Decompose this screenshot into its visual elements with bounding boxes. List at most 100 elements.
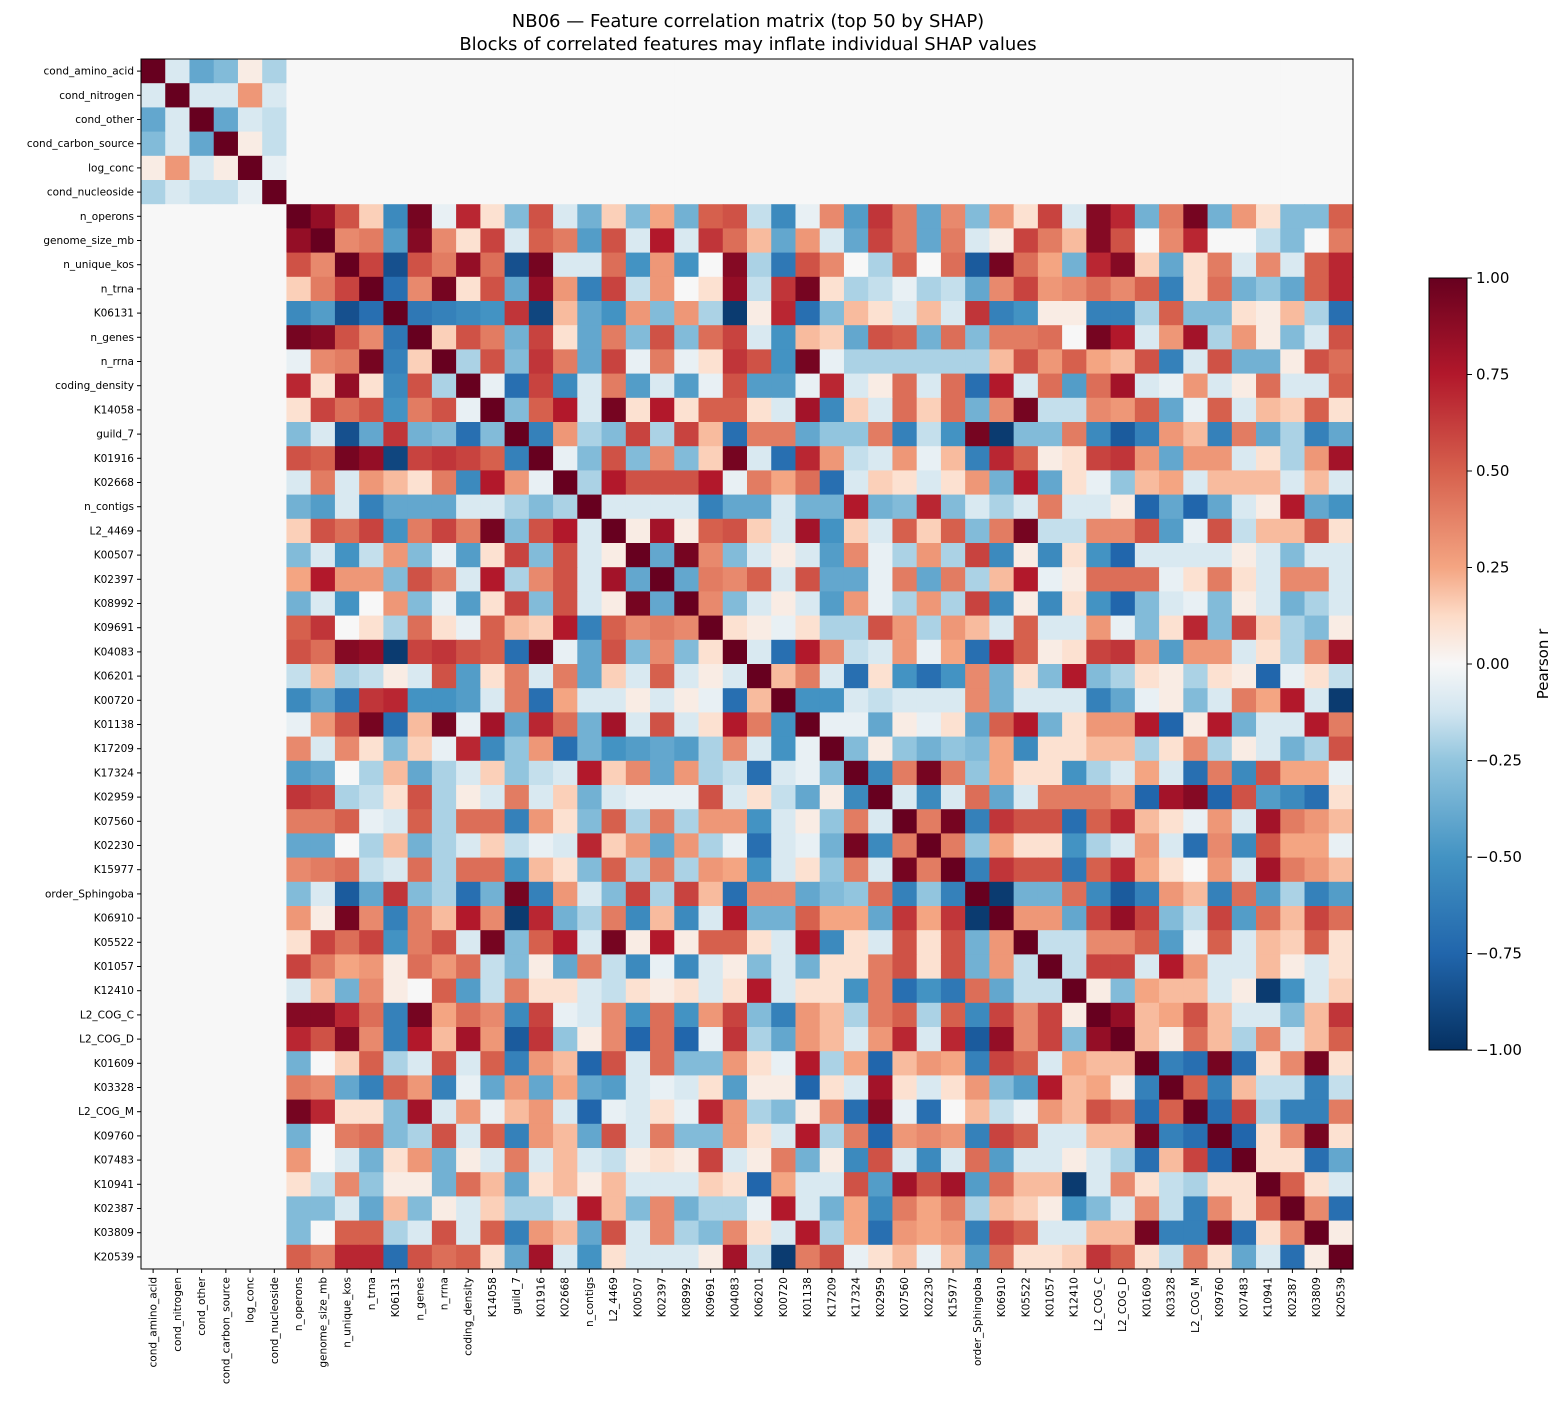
heatmap-cell	[1086, 59, 1112, 84]
heatmap-cell	[431, 1196, 457, 1222]
heatmap-cell	[528, 930, 554, 955]
heatmap-cell	[553, 712, 578, 738]
heatmap-cell	[407, 857, 433, 883]
heatmap-cell	[213, 615, 239, 641]
heatmap-cell	[431, 906, 457, 931]
heatmap-cell	[1231, 1123, 1257, 1149]
heatmap-cell	[213, 857, 239, 883]
heatmap-cell	[965, 107, 990, 133]
heatmap-cell	[334, 688, 360, 713]
heatmap-cell	[916, 518, 942, 544]
heatmap-cell	[480, 954, 506, 980]
heatmap-cell	[141, 978, 166, 1004]
heatmap-cell	[674, 1075, 700, 1101]
heatmap-cell	[286, 1172, 312, 1197]
heatmap-cell	[504, 567, 530, 592]
heatmap-cell	[407, 688, 433, 713]
y-tick-label: cond_nitrogen	[59, 90, 134, 102]
heatmap-cell	[1110, 567, 1136, 592]
heatmap-cell	[892, 664, 918, 689]
heatmap-cell	[1328, 906, 1354, 931]
heatmap-cell	[334, 1051, 360, 1076]
heatmap-cell	[1013, 978, 1039, 1004]
heatmap-cell	[359, 131, 384, 157]
heatmap-cell	[1231, 664, 1257, 689]
heatmap-cell	[237, 397, 263, 423]
heatmap-cell	[940, 954, 966, 980]
heatmap-cell	[286, 373, 312, 399]
heatmap-cell	[1328, 1244, 1354, 1270]
heatmap-cell	[1134, 204, 1160, 229]
heatmap-cell	[1110, 180, 1136, 205]
heatmap-cell	[1231, 857, 1257, 883]
heatmap-cell	[916, 1075, 942, 1101]
heatmap-cell	[1110, 591, 1136, 617]
heatmap-cell	[577, 954, 603, 980]
heatmap-cell	[286, 615, 312, 641]
heatmap-cell	[747, 325, 772, 350]
heatmap-cell	[650, 494, 675, 520]
heatmap-cell	[189, 712, 215, 738]
heatmap-cell	[1013, 155, 1039, 181]
heatmap-cell	[1280, 712, 1306, 738]
heatmap-cell	[1231, 446, 1257, 471]
y-axis-ticks: cond_amino_acidcond_nitrogencond_otherco…	[27, 66, 141, 1263]
heatmap-cell	[625, 712, 651, 738]
heatmap-cell	[916, 204, 942, 229]
heatmap-cell	[237, 712, 263, 738]
heatmap-cell	[698, 155, 724, 181]
heatmap-cell	[141, 397, 166, 423]
heatmap-cell	[819, 857, 845, 883]
heatmap-cell	[892, 1172, 918, 1197]
heatmap-cell	[310, 59, 336, 84]
heatmap-cell	[237, 83, 263, 108]
heatmap-cell	[868, 83, 894, 108]
heatmap-cell	[722, 204, 748, 229]
heatmap-cell	[940, 543, 966, 568]
heatmap-cell	[553, 518, 578, 544]
heatmap-cell	[650, 1099, 675, 1125]
heatmap-cell	[504, 470, 530, 496]
heatmap-cell	[1207, 1123, 1233, 1149]
heatmap-cell	[819, 180, 845, 205]
heatmap-cell	[1256, 422, 1281, 447]
heatmap-cell	[771, 397, 797, 423]
heatmap-cell	[213, 906, 239, 931]
heatmap-cell	[722, 349, 748, 375]
heatmap-cell	[1159, 204, 1184, 229]
heatmap-cell	[456, 397, 481, 423]
heatmap-cell	[843, 1196, 869, 1222]
heatmap-cell	[383, 736, 409, 762]
heatmap-cell	[237, 906, 263, 931]
heatmap-cell	[650, 397, 675, 423]
heatmap-cell	[528, 881, 554, 907]
heatmap-cell	[1183, 83, 1209, 108]
heatmap-cell	[819, 543, 845, 568]
heatmap-cell	[722, 639, 748, 665]
heatmap-cell	[625, 978, 651, 1004]
heatmap-cell	[868, 1027, 894, 1052]
heatmap-cell	[262, 906, 288, 931]
heatmap-cell	[480, 736, 506, 762]
heatmap-cell	[965, 1148, 990, 1173]
heatmap-cell	[528, 1244, 554, 1270]
heatmap-cell	[1013, 1002, 1039, 1028]
heatmap-cell	[310, 1244, 336, 1270]
heatmap-cell	[868, 1099, 894, 1125]
heatmap-cell	[189, 664, 215, 689]
heatmap-cell	[237, 1051, 263, 1076]
heatmap-cell	[843, 881, 869, 907]
heatmap-cell	[334, 494, 360, 520]
heatmap-cell	[698, 591, 724, 617]
heatmap-cell	[504, 615, 530, 641]
heatmap-cell	[795, 760, 821, 786]
heatmap-cell	[916, 954, 942, 980]
heatmap-cell	[747, 1244, 772, 1270]
heatmap-cell	[795, 1075, 821, 1101]
heatmap-cell	[1280, 1099, 1306, 1125]
heatmap-cell	[334, 252, 360, 278]
heatmap-cell	[601, 809, 627, 834]
y-tick-label: K01057	[94, 961, 134, 973]
heatmap-cell	[747, 1075, 772, 1101]
heatmap-cell	[1256, 301, 1281, 326]
